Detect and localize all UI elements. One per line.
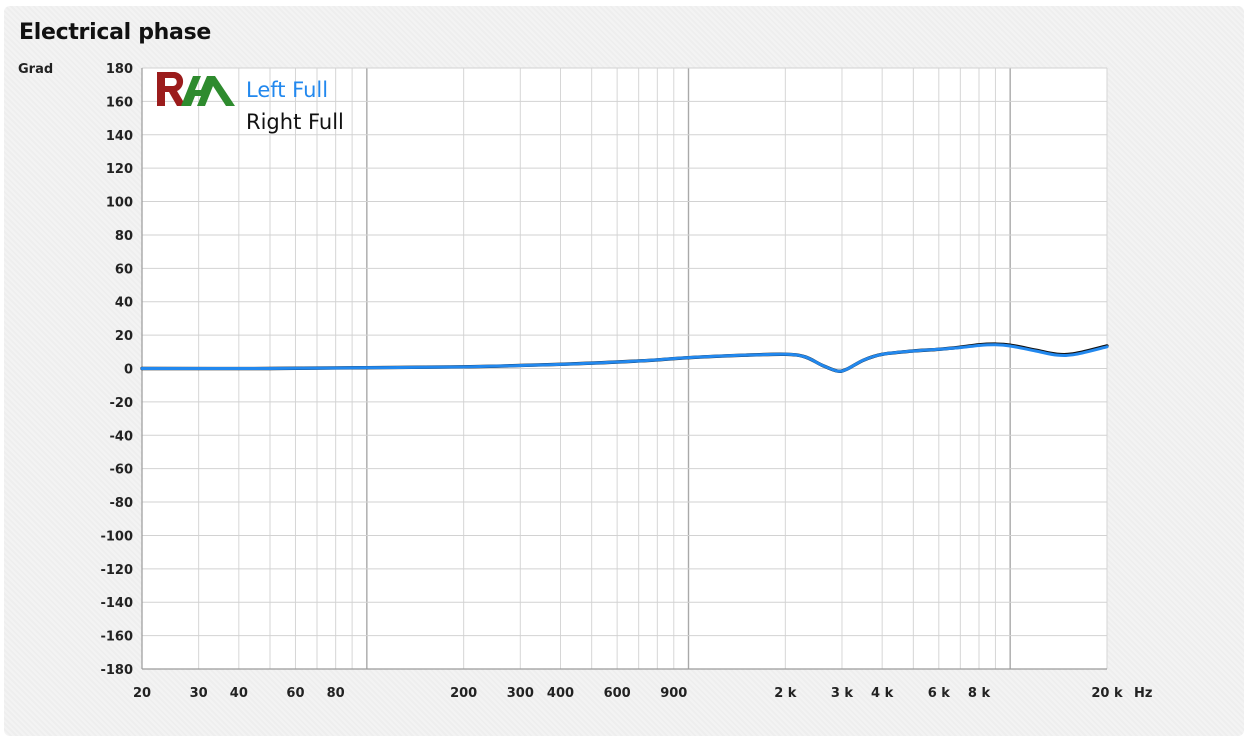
y-tick-label: -100 xyxy=(100,529,133,544)
y-tick-label: 20 xyxy=(115,329,133,344)
series-line-left-full xyxy=(140,343,1109,373)
legend: Left Full Right Full xyxy=(246,74,344,138)
x-tick-labels: 20 30 40 60 80 200 300 400 600 900 2 k 3 k 4 k 6 k 8 k… xyxy=(133,686,1123,701)
chart-title: Electrical phase xyxy=(19,20,211,45)
legend-entry-right-full: Right Full xyxy=(246,110,344,134)
x-tick-label: 200 xyxy=(450,686,477,701)
y-tick-label: 180 xyxy=(106,62,133,77)
y-tick-labels: 180 160 140 120 100 80 60 40 20 0 -20 -40 -60 -80 -100… xyxy=(100,62,133,678)
grid-lines xyxy=(141,67,1108,670)
y-tick-label: 80 xyxy=(115,229,133,244)
x-tick-label: 40 xyxy=(230,686,248,701)
y-tick-label: -160 xyxy=(100,630,133,645)
x-tick-label: 6 k xyxy=(928,686,951,701)
x-axis-unit-label: Hz xyxy=(1134,686,1152,701)
x-tick-label: 300 xyxy=(507,686,534,701)
y-tick-label: 140 xyxy=(106,129,133,144)
y-tick-label: 40 xyxy=(115,296,133,311)
x-tick-label: 4 k xyxy=(871,686,894,701)
x-tick-label: 20 xyxy=(133,686,151,701)
y-tick-label: -80 xyxy=(110,496,134,511)
y-tick-label: -140 xyxy=(100,596,133,611)
x-tick-label: 3 k xyxy=(831,686,854,701)
y-tick-label: -60 xyxy=(110,463,134,478)
legend-entry-left-full: Left Full xyxy=(246,78,329,102)
x-tick-label: 80 xyxy=(327,686,345,701)
y-tick-label: -120 xyxy=(100,563,133,578)
raa-logo-graphic xyxy=(157,72,235,106)
x-tick-label: 30 xyxy=(190,686,208,701)
series-layer xyxy=(140,342,1109,373)
y-tick-label: 160 xyxy=(106,95,133,110)
y-tick-label: 100 xyxy=(106,196,133,211)
x-tick-label: 20 k xyxy=(1091,686,1123,701)
x-tick-label: 60 xyxy=(286,686,304,701)
x-tick-label: 8 k xyxy=(968,686,991,701)
x-tick-label: 900 xyxy=(660,686,687,701)
raa-logo xyxy=(155,66,237,118)
y-tick-label: 60 xyxy=(115,262,133,277)
y-tick-label: 120 xyxy=(106,162,133,177)
x-tick-label: 400 xyxy=(547,686,574,701)
y-tick-label: -180 xyxy=(100,663,133,678)
y-axis-unit-label: Grad xyxy=(18,62,54,77)
y-tick-label: 0 xyxy=(124,363,133,378)
y-tick-label: -20 xyxy=(110,396,134,411)
x-tick-label: 600 xyxy=(604,686,631,701)
x-tick-label: 2 k xyxy=(774,686,797,701)
y-tick-label: -40 xyxy=(110,429,134,444)
